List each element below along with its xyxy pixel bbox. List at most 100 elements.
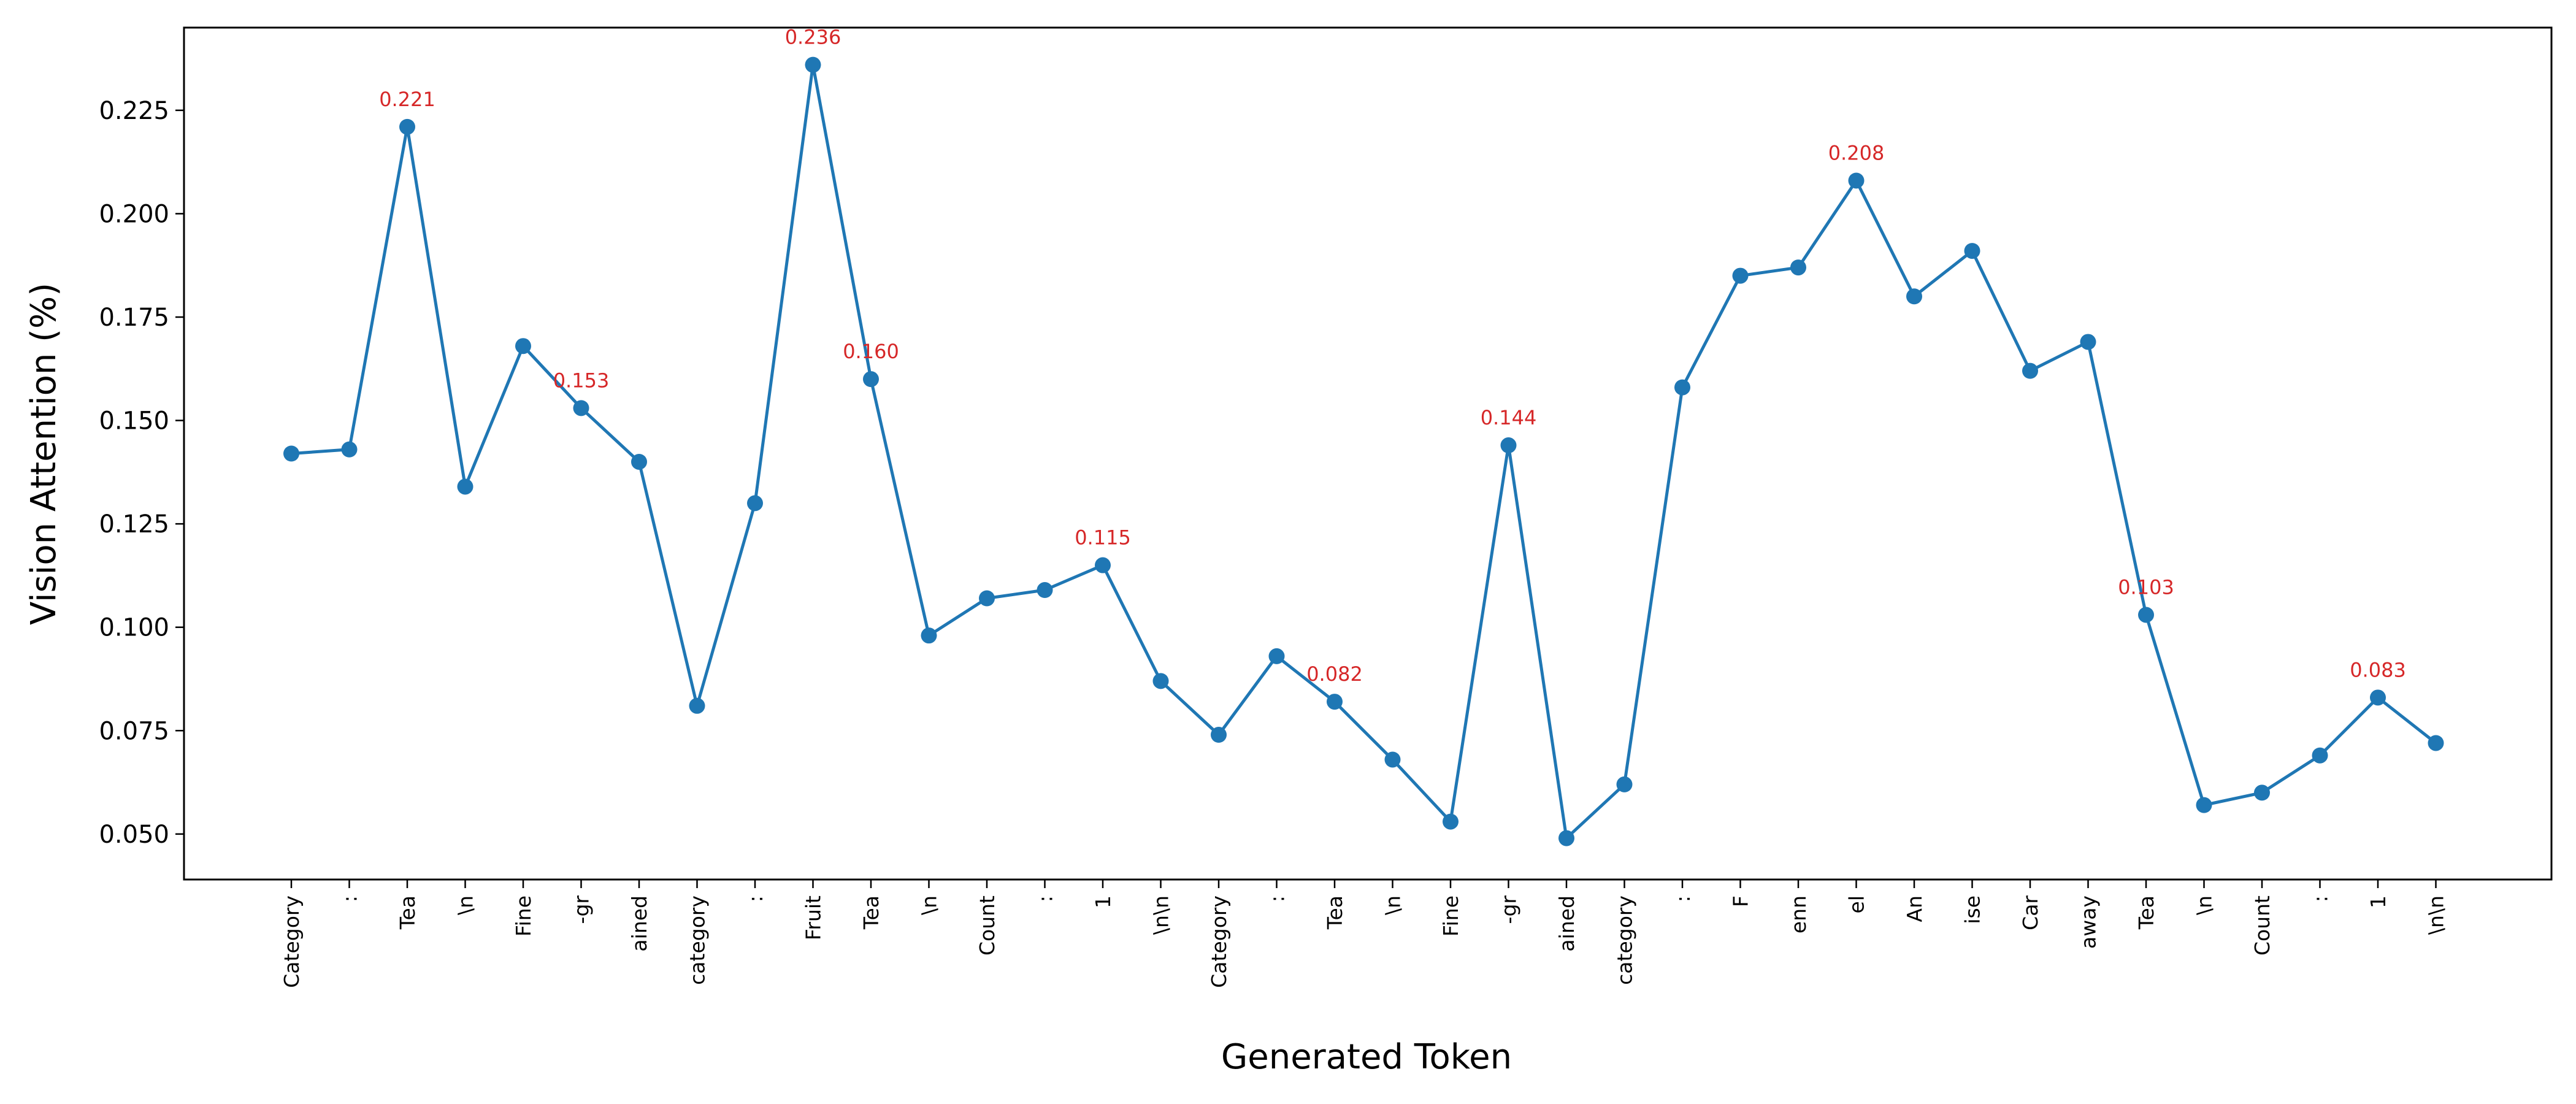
x-tick-label: enn: [1787, 895, 1811, 933]
x-tick-label: Fine: [1439, 895, 1463, 937]
data-point: [863, 371, 879, 388]
x-tick-label: :: [1265, 895, 1289, 902]
x-tick-label: An: [1903, 895, 1926, 922]
x-tick-label: \n\n: [1149, 895, 1173, 935]
x-tick-label: Category: [1207, 895, 1231, 988]
data-point: [2370, 689, 2386, 706]
x-tick-label: \n\n: [2425, 895, 2448, 935]
data-point: [2138, 607, 2154, 623]
y-tick-label: 0.175: [99, 304, 169, 332]
data-label: 0.221: [379, 88, 435, 111]
x-axis: Category: Tea \n Fine -gr ained category: Fruit…: [280, 880, 2448, 988]
data-point: [2080, 334, 2096, 350]
data-point: [2312, 747, 2328, 764]
data-point: [2022, 362, 2038, 379]
y-tick-label: 0.150: [99, 407, 169, 435]
data-point: [1558, 830, 1574, 846]
data-point: [1211, 727, 1227, 743]
x-tick-label: Tea: [1323, 895, 1347, 930]
x-tick-label: -gr: [1497, 895, 1521, 924]
data-label: 0.083: [2350, 658, 2406, 681]
data-point: [1037, 582, 1053, 599]
x-tick-label: Fine: [512, 895, 535, 937]
x-tick-label: Count: [975, 895, 999, 956]
x-tick-label: el: [1845, 895, 1869, 913]
data-point: [1327, 694, 1343, 710]
data-point: [2428, 735, 2444, 751]
x-tick-label: Fruit: [802, 895, 826, 940]
data-point: [457, 478, 473, 495]
x-tick-label: \n: [918, 895, 941, 915]
data-point: [805, 56, 821, 73]
x-axis-label: Generated Token: [1221, 1037, 1512, 1077]
data-point: [747, 495, 763, 512]
data-label: 0.208: [1828, 141, 1885, 164]
x-tick-label: F: [1729, 895, 1753, 907]
x-tick-label: Tea: [2134, 895, 2158, 930]
data-point: [1500, 437, 1517, 454]
data-point: [921, 627, 937, 644]
y-axis-label: Vision Attention (%): [24, 283, 64, 625]
y-tick-label: 0.200: [99, 200, 169, 228]
data-point: [1674, 379, 1690, 396]
x-tick-label: Category: [280, 895, 304, 988]
x-tick-label: \n: [2193, 895, 2217, 915]
data-point: [1152, 673, 1169, 689]
series-line: [291, 63, 2437, 840]
y-tick-label: 0.125: [99, 510, 169, 539]
data-point: [1443, 813, 1459, 830]
y-tick-label: 0.100: [99, 614, 169, 642]
data-point: [1732, 267, 1749, 284]
x-tick-label: :: [1033, 895, 1057, 902]
data-point: [515, 338, 531, 355]
x-tick-label: Count: [2250, 895, 2274, 956]
data-point: [631, 453, 647, 470]
axes-frame: [183, 26, 2553, 881]
y-axis: 0.050 0.075 0.100 0.125 0.150 0.175 0.200 0.225: [99, 97, 184, 849]
x-tick-label: \n: [1381, 895, 1405, 915]
data-point: [1384, 751, 1401, 768]
x-tick-label: category: [1613, 895, 1637, 985]
y-tick-label: 0.225: [99, 97, 169, 125]
data-label: 0.153: [553, 369, 610, 392]
data-label: 0.144: [1481, 406, 1537, 429]
x-tick-label: ained: [627, 895, 651, 952]
data-label: 0.103: [2118, 575, 2174, 599]
x-tick-label: Car: [2018, 895, 2042, 930]
data-point: [1095, 557, 1111, 573]
x-tick-label: category: [686, 895, 710, 985]
y-tick-label: 0.075: [99, 717, 169, 745]
x-tick-label: 1: [2366, 895, 2390, 908]
data-point: [979, 590, 995, 607]
y-tick-label: 0.050: [99, 821, 169, 849]
data-point: [1848, 172, 1865, 189]
data-label: 0.115: [1075, 526, 1131, 550]
data-label: 0.236: [785, 26, 841, 49]
x-tick-label: ained: [1555, 895, 1579, 952]
data-point: [1268, 648, 1285, 664]
data-label: 0.160: [843, 340, 899, 363]
x-tick-label: :: [2309, 895, 2333, 902]
data-point: [1616, 776, 1633, 792]
data-point: [2196, 797, 2212, 813]
data-point: [573, 400, 589, 416]
plot-area: 0.221 0.153 0.236 0.160 0.115 0.082 0.144 0.208…: [283, 26, 2444, 846]
x-tick-label: away: [2077, 895, 2101, 949]
x-tick-label: :: [1671, 895, 1695, 902]
data-point: [689, 697, 705, 714]
data-point: [1790, 259, 1806, 276]
data-point: [283, 445, 299, 462]
x-tick-label: Tea: [859, 895, 883, 930]
x-tick-label: ise: [1961, 895, 1985, 924]
data-point: [341, 441, 358, 458]
x-tick-label: -gr: [570, 895, 594, 924]
x-tick-label: :: [338, 895, 362, 902]
x-tick-label: 1: [1091, 895, 1115, 908]
data-point: [1964, 243, 1980, 259]
x-tick-label: :: [743, 895, 767, 902]
data-point: [1906, 288, 1922, 305]
data-point: [2254, 784, 2270, 801]
data-label: 0.082: [1306, 662, 1363, 686]
data-point: [399, 118, 415, 135]
